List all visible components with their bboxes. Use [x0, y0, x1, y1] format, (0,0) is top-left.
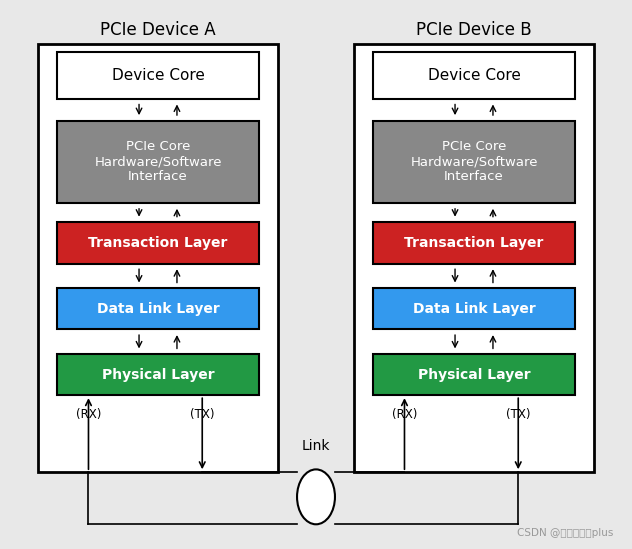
- Text: Device Core: Device Core: [112, 68, 204, 83]
- Text: Data Link Layer: Data Link Layer: [97, 302, 219, 316]
- Text: PCIe Core
Hardware/Software
Interface: PCIe Core Hardware/Software Interface: [410, 141, 538, 183]
- Bar: [354, 44, 594, 472]
- FancyBboxPatch shape: [373, 288, 575, 329]
- FancyBboxPatch shape: [373, 222, 575, 264]
- Bar: [38, 44, 278, 472]
- Text: Transaction Layer: Transaction Layer: [404, 236, 544, 250]
- FancyBboxPatch shape: [373, 52, 575, 99]
- Text: Data Link Layer: Data Link Layer: [413, 302, 535, 316]
- Text: (RX): (RX): [392, 408, 417, 421]
- FancyBboxPatch shape: [373, 354, 575, 395]
- Ellipse shape: [297, 469, 335, 524]
- FancyBboxPatch shape: [57, 52, 259, 99]
- Text: (RX): (RX): [76, 408, 101, 421]
- FancyBboxPatch shape: [57, 288, 259, 329]
- Text: Physical Layer: Physical Layer: [102, 368, 214, 382]
- Text: (TX): (TX): [506, 408, 530, 421]
- Text: PCIe Core
Hardware/Software
Interface: PCIe Core Hardware/Software Interface: [94, 141, 222, 183]
- Text: Link: Link: [301, 439, 331, 453]
- FancyBboxPatch shape: [57, 222, 259, 264]
- Text: Device Core: Device Core: [428, 68, 520, 83]
- Text: PCIe Device A: PCIe Device A: [100, 21, 216, 39]
- Text: Physical Layer: Physical Layer: [418, 368, 530, 382]
- FancyBboxPatch shape: [57, 121, 259, 203]
- Text: (TX): (TX): [190, 408, 214, 421]
- FancyBboxPatch shape: [373, 121, 575, 203]
- FancyBboxPatch shape: [57, 354, 259, 395]
- Text: PCIe Device B: PCIe Device B: [416, 21, 532, 39]
- Text: CSDN @业余程序员plus: CSDN @业余程序员plus: [517, 528, 613, 538]
- Text: Transaction Layer: Transaction Layer: [88, 236, 228, 250]
